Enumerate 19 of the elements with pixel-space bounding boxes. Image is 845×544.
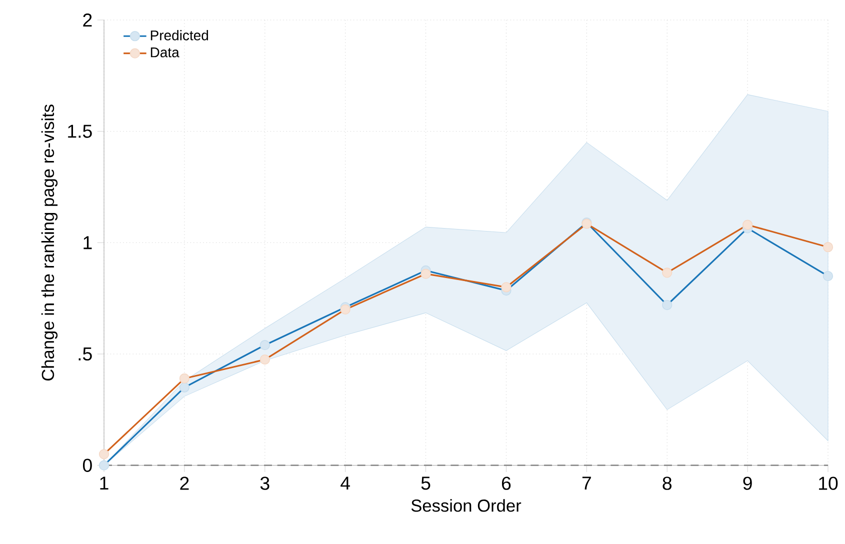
x-tick-label: 10: [819, 476, 838, 490]
y-tick-label: 1.5: [68, 124, 92, 138]
x-axis-title: Session Order: [411, 499, 522, 512]
y-axis-title: Change in the ranking page re-visits: [41, 104, 58, 381]
y-tick-label: 0: [82, 458, 92, 472]
legend-label: Data: [150, 48, 180, 58]
x-tick-label: 1: [100, 476, 108, 490]
x-tick-label: 7: [582, 476, 591, 490]
x-tick-label: 2: [180, 476, 189, 490]
x-tick-label: 3: [260, 476, 270, 490]
x-tick-label: 8: [662, 476, 672, 490]
y-tick-label: 2: [83, 13, 92, 27]
x-tick-label: 4: [340, 476, 350, 490]
x-tick-label: 9: [743, 476, 752, 490]
y-tick-label: .5: [78, 347, 92, 361]
x-tick-label: 5: [421, 476, 430, 490]
legend-label: Predicted: [150, 30, 208, 40]
y-tick-label: 1: [84, 236, 92, 250]
x-tick-label: 6: [502, 476, 511, 490]
